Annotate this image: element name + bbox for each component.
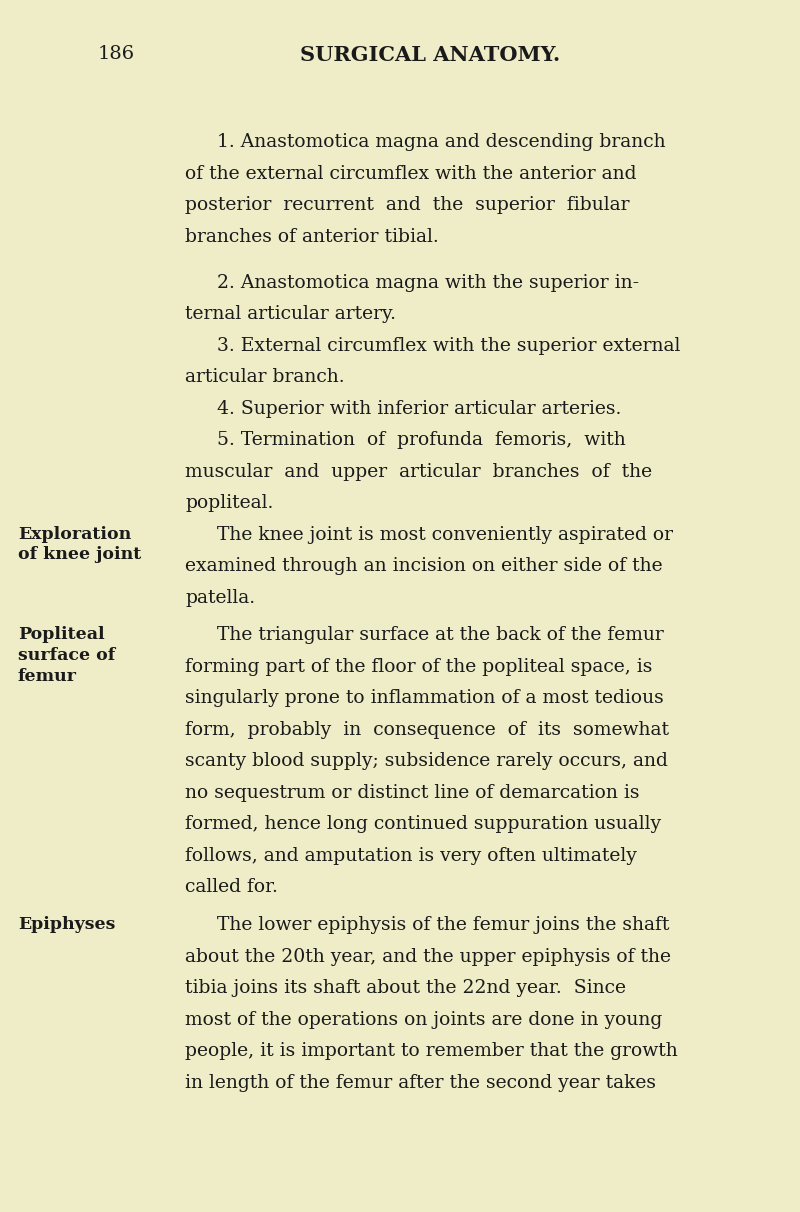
Text: branches of anterior tibial.: branches of anterior tibial. xyxy=(185,228,438,246)
Text: 5. Termination  of  profunda  femoris,  with: 5. Termination of profunda femoris, with xyxy=(217,431,626,448)
Text: 186: 186 xyxy=(98,45,135,63)
Text: muscular  and  upper  articular  branches  of  the: muscular and upper articular branches of… xyxy=(185,463,652,480)
Text: Popliteal
surface of
femur: Popliteal surface of femur xyxy=(18,627,115,685)
Text: Epiphyses: Epiphyses xyxy=(18,916,115,933)
Text: most of the operations on joints are done in young: most of the operations on joints are don… xyxy=(185,1011,662,1029)
Text: The triangular surface at the back of the femur: The triangular surface at the back of th… xyxy=(217,627,664,645)
Text: posterior  recurrent  and  the  superior  fibular: posterior recurrent and the superior fib… xyxy=(185,196,630,215)
Text: about the 20th year, and the upper epiphysis of the: about the 20th year, and the upper epiph… xyxy=(185,948,671,966)
Text: The lower epiphysis of the femur joins the shaft: The lower epiphysis of the femur joins t… xyxy=(217,916,670,934)
Text: patella.: patella. xyxy=(185,589,255,606)
Text: 3. External circumflex with the superior external: 3. External circumflex with the superior… xyxy=(217,337,680,355)
Text: 2. Anastomotica magna with the superior in-: 2. Anastomotica magna with the superior … xyxy=(217,274,639,292)
Text: singularly prone to inflammation of a most tedious: singularly prone to inflammation of a mo… xyxy=(185,690,664,708)
Text: no sequestrum or distinct line of demarcation is: no sequestrum or distinct line of demarc… xyxy=(185,784,639,802)
Text: articular branch.: articular branch. xyxy=(185,368,345,387)
Text: SURGICAL ANATOMY.: SURGICAL ANATOMY. xyxy=(300,45,560,65)
Text: ternal articular artery.: ternal articular artery. xyxy=(185,305,396,324)
Text: follows, and amputation is very often ultimately: follows, and amputation is very often ul… xyxy=(185,847,637,865)
Text: people, it is important to remember that the growth: people, it is important to remember that… xyxy=(185,1042,678,1060)
Text: 4. Superior with inferior articular arteries.: 4. Superior with inferior articular arte… xyxy=(217,400,622,417)
Text: formed, hence long continued suppuration usually: formed, hence long continued suppuration… xyxy=(185,816,661,834)
Text: called for.: called for. xyxy=(185,879,278,897)
Text: examined through an incision on either side of the: examined through an incision on either s… xyxy=(185,558,662,574)
Text: form,  probably  in  consequence  of  its  somewhat: form, probably in consequence of its som… xyxy=(185,721,669,739)
Text: popliteal.: popliteal. xyxy=(185,494,274,511)
Text: in length of the femur after the second year takes: in length of the femur after the second … xyxy=(185,1074,656,1092)
Text: of the external circumflex with the anterior and: of the external circumflex with the ante… xyxy=(185,165,637,183)
Text: forming part of the floor of the popliteal space, is: forming part of the floor of the poplite… xyxy=(185,658,652,676)
Text: Exploration
of knee joint: Exploration of knee joint xyxy=(18,526,142,564)
Text: scanty blood supply; subsidence rarely occurs, and: scanty blood supply; subsidence rarely o… xyxy=(185,753,668,771)
Text: tibia joins its shaft about the 22nd year.  Since: tibia joins its shaft about the 22nd yea… xyxy=(185,979,626,997)
Text: 1. Anastomotica magna and descending branch: 1. Anastomotica magna and descending bra… xyxy=(217,133,666,152)
Text: The knee joint is most conveniently aspirated or: The knee joint is most conveniently aspi… xyxy=(217,526,673,543)
